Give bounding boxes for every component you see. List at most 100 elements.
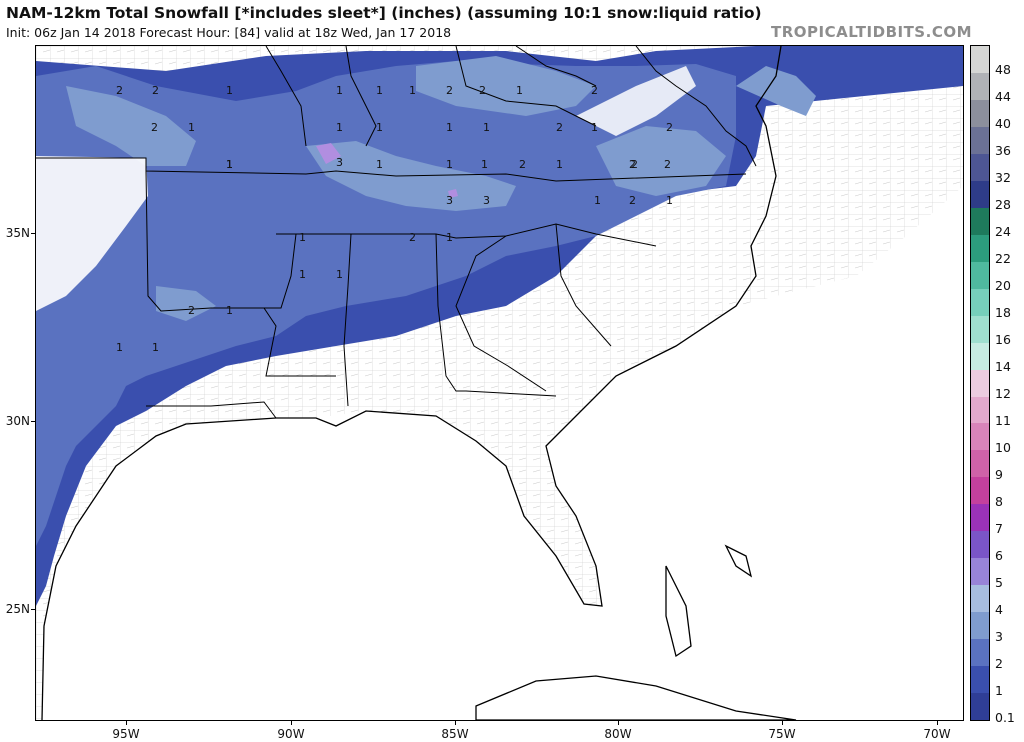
snow-total-label: 2 — [629, 158, 636, 171]
lat-label: 30N — [5, 414, 30, 428]
colorbar-swatch — [971, 477, 989, 505]
lon-tick — [618, 721, 619, 725]
snow-total-label: 3 — [483, 194, 490, 207]
brand-watermark: TROPICALTIDBITS.COM — [771, 23, 972, 41]
snow-total-label: 1 — [516, 84, 523, 97]
colorbar-swatch — [971, 46, 989, 73]
colorbar-swatch — [971, 396, 989, 424]
snow-total-label: 1 — [446, 231, 453, 244]
colorbar-swatch — [971, 666, 989, 694]
colorbar-swatch — [971, 612, 989, 640]
colorbar-level-label: 4 — [995, 601, 1003, 617]
lon-tick — [126, 721, 127, 725]
colorbar-level-label: 32 — [995, 170, 1011, 186]
colorbar-level-label: 28 — [995, 197, 1011, 213]
snow-total-label: 1 — [116, 341, 123, 354]
colorbar-level-label: 5 — [995, 574, 1003, 590]
snow-total-label: 1 — [336, 121, 343, 134]
colorbar-level-label: 48 — [995, 62, 1011, 78]
lon-tick — [291, 721, 292, 725]
colorbar-swatch — [971, 450, 989, 478]
colorbar-level-label: 16 — [995, 332, 1011, 348]
lon-label: 90W — [277, 727, 305, 741]
colorbar-swatch — [971, 342, 989, 370]
snow-total-label: 1 — [376, 121, 383, 134]
colorbar-swatch — [971, 639, 989, 667]
colorbar-level-label: 9 — [995, 466, 1003, 482]
snow-total-label: 1 — [409, 84, 416, 97]
colorbar-level-label: 10 — [995, 439, 1011, 455]
snow-total-label: 1 — [152, 341, 159, 354]
colorbar-swatch — [971, 423, 989, 451]
map-title: NAM-12km Total Snowfall [*includes sleet… — [6, 4, 762, 22]
snow-total-label: 1 — [299, 268, 306, 281]
colorbar-level-label: 1 — [995, 682, 1003, 698]
lon-label: 75W — [768, 727, 796, 741]
snow-total-label: 1 — [591, 121, 598, 134]
colorbar-swatch — [971, 72, 989, 100]
snow-total-label: 1 — [446, 158, 453, 171]
colorbar-level-label: 22 — [995, 251, 1011, 267]
snow-total-label: 2 — [152, 84, 159, 97]
colorbar-swatch — [971, 585, 989, 613]
snow-total-label: 1 — [556, 158, 563, 171]
lon-tick — [455, 721, 456, 725]
colorbar-swatch — [971, 99, 989, 127]
colorbar-level-label: 44 — [995, 89, 1011, 105]
snow-total-label: 1 — [481, 158, 488, 171]
snow-total-label: 2 — [556, 121, 563, 134]
colorbar-level-label: 0.1 — [995, 709, 1015, 725]
snow-total-label: 1 — [226, 84, 233, 97]
colorbar-swatch — [971, 261, 989, 289]
colorbar-swatch — [971, 558, 989, 586]
lat-tick — [31, 233, 35, 234]
snow-total-label: 3 — [336, 156, 343, 169]
colorbar-level-label: 7 — [995, 520, 1003, 536]
snow-total-label: 2 — [188, 304, 195, 317]
snow-total-label: 2 — [666, 121, 673, 134]
colorbar-level-label: 36 — [995, 143, 1011, 159]
map-subtitle: Init: 06z Jan 14 2018 Forecast Hour: [84… — [6, 25, 452, 40]
snow-total-label: 2 — [479, 84, 486, 97]
snow-total-label: 2 — [446, 84, 453, 97]
snow-total-label: 1 — [336, 268, 343, 281]
snow-total-label: 3 — [446, 194, 453, 207]
snow-total-label: 1 — [226, 304, 233, 317]
lon-label: 80W — [604, 727, 632, 741]
snow-total-label: 2 — [151, 121, 158, 134]
colorbar-level-label: 8 — [995, 493, 1003, 509]
colorbar-level-label: 12 — [995, 386, 1011, 401]
snow-total-label: 1 — [188, 121, 195, 134]
snow-total-label: 1 — [666, 194, 673, 207]
lat-label: 25N — [5, 602, 30, 616]
lon-tick — [937, 721, 938, 725]
colorbar-level-label: 14 — [995, 359, 1011, 375]
lon-label: 85W — [441, 727, 469, 741]
colorbar-swatch — [971, 207, 989, 235]
snow-total-label: 2 — [664, 158, 671, 171]
lon-label: 95W — [112, 727, 140, 741]
snow-total-label: 1 — [226, 158, 233, 171]
snow-total-label: 1 — [483, 121, 490, 134]
colorbar-swatch — [971, 315, 989, 343]
coastline — [41, 46, 797, 720]
colorbar-swatch — [971, 288, 989, 316]
lat-tick — [31, 421, 35, 422]
lon-label: 70W — [923, 727, 951, 741]
snow-total-label: 1 — [336, 84, 343, 97]
snow-total-label: 1 — [376, 158, 383, 171]
colorbar-swatch — [971, 504, 989, 532]
snow-total-label: 1 — [446, 121, 453, 134]
snow-total-label: 1 — [226, 158, 233, 171]
colorbar-level-label: 18 — [995, 305, 1011, 321]
colorbar-level-label: 11 — [995, 412, 1011, 428]
snow-total-label: 2 — [631, 158, 638, 171]
lat-tick — [31, 609, 35, 610]
state-borders — [36, 46, 757, 419]
snow-total-label: 1 — [299, 231, 306, 244]
snowfall-colorbar — [970, 45, 990, 721]
snow-total-labels: 2 2 1 1 1 2 2 1 2 2 1 1 1 2 2 1 1 1 1 2 … — [116, 84, 673, 354]
snow-total-label: 2 — [519, 158, 526, 171]
colorbar-swatch — [971, 153, 989, 181]
colorbar-level-label: 20 — [995, 278, 1011, 294]
